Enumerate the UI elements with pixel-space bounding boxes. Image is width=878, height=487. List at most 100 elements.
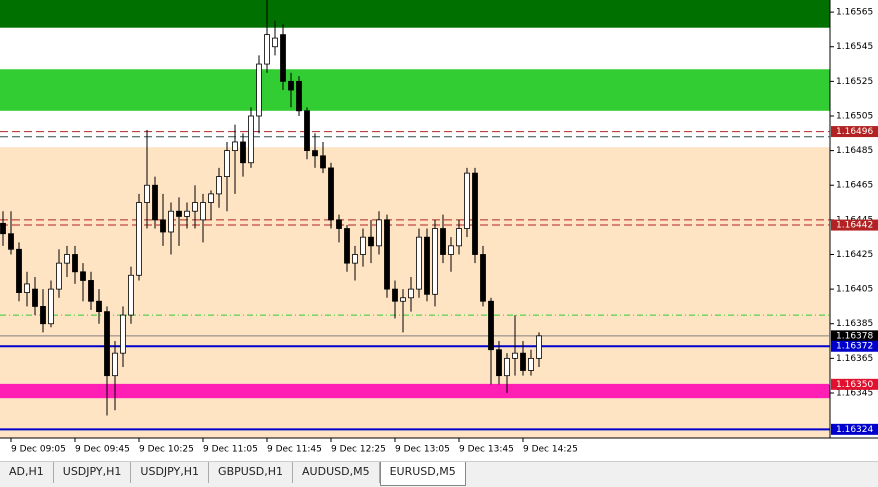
candle-body — [328, 167, 334, 221]
candle-body — [512, 352, 518, 359]
candle-body — [432, 228, 438, 295]
price-tag — [831, 219, 878, 231]
symbol-tab[interactable]: GBPUSD,H1 — [209, 462, 294, 483]
zone — [0, 384, 830, 399]
candle-body — [64, 254, 70, 264]
candle-body — [16, 248, 22, 293]
candle-body — [464, 172, 470, 229]
candle-body — [288, 80, 294, 91]
candle-body — [40, 306, 46, 325]
candle-body — [416, 236, 422, 290]
y-tick-label: 1.16365 — [836, 354, 873, 364]
y-tick-label: 1.16465 — [836, 181, 873, 191]
x-tick-label: 9 Dec 14:25 — [523, 445, 578, 455]
candle-body — [248, 115, 254, 164]
candle-body — [168, 210, 174, 233]
candle-body — [424, 236, 430, 295]
candle-body — [368, 236, 374, 247]
candle-body — [192, 202, 198, 212]
candle-body — [160, 219, 166, 233]
candle-body — [32, 288, 38, 307]
y-tick-label: 1.16545 — [836, 42, 873, 52]
candle-body — [528, 357, 534, 371]
candle-body — [496, 349, 502, 377]
candle-body — [376, 219, 382, 247]
candle-body — [56, 262, 62, 290]
candle-body — [104, 311, 110, 377]
candle-body — [128, 274, 134, 316]
price-tag — [831, 378, 878, 390]
candle-body — [408, 288, 414, 299]
candle-body — [136, 202, 142, 276]
candle-body — [152, 184, 158, 221]
candle-body — [336, 219, 342, 229]
chart: 1.16565 1.16545 1.16525 1.16505 1.16485 1.164… — [0, 0, 878, 455]
symbol-tab[interactable]: AD,H1 — [0, 462, 54, 483]
candle-body — [536, 335, 542, 359]
price-tag-label: 1.16442 — [836, 221, 873, 231]
candle-body — [312, 150, 318, 157]
candle-body — [48, 288, 54, 325]
candle-body — [24, 283, 30, 293]
symbol-tab[interactable]: USDJPY,H1 — [54, 462, 132, 483]
candle-body — [72, 254, 78, 273]
candle-body — [448, 245, 454, 255]
candle-body — [96, 300, 102, 313]
candle-body — [352, 254, 358, 264]
y-tick-label: 1.16485 — [836, 146, 873, 156]
symbol-tab[interactable]: AUDUSD,M5 — [293, 462, 380, 483]
price-tag — [831, 330, 878, 342]
candle-body — [184, 210, 190, 217]
candle-body — [520, 352, 526, 371]
price-tag — [831, 126, 878, 138]
candle-body — [264, 34, 270, 65]
candle-body — [392, 288, 398, 302]
x-tick-label: 9 Dec 12:25 — [331, 445, 386, 455]
price-tag — [831, 423, 878, 435]
candle-body — [360, 236, 366, 255]
zone — [0, 69, 830, 111]
x-tick-label: 9 Dec 09:05 — [11, 445, 66, 455]
candle-body — [272, 37, 278, 48]
y-tick-label: 1.16385 — [836, 319, 873, 329]
candle-body — [400, 297, 406, 302]
candle-body — [320, 155, 326, 169]
price-tag-label: 1.16378 — [836, 331, 873, 341]
candle-body — [8, 233, 14, 250]
candle-body — [504, 357, 510, 377]
price-tag — [831, 340, 878, 352]
price-tag-label: 1.16350 — [836, 380, 873, 390]
tab-bar: AD,H1 USDJPY,H1 USDJPY,H1 GBPUSD,H1 AUDUSD,M… — [0, 461, 878, 487]
candle-body — [456, 228, 462, 247]
candle-body — [232, 141, 238, 152]
candle-body — [304, 110, 310, 152]
price-tag-label: 1.16324 — [836, 425, 873, 435]
candle-body — [0, 222, 6, 235]
x-tick-label: 9 Dec 13:45 — [459, 445, 514, 455]
candle-body — [344, 228, 350, 264]
symbol-tab[interactable]: EURUSD,M5 — [379, 462, 466, 486]
y-tick-label: 1.16345 — [836, 388, 873, 398]
candle-body — [240, 141, 246, 164]
candle-body — [480, 254, 486, 302]
x-tick-label: 9 Dec 10:25 — [139, 445, 194, 455]
x-tick-label: 9 Dec 11:45 — [267, 445, 322, 455]
candle-body — [256, 63, 262, 117]
candle-body — [112, 352, 118, 377]
candle-body — [384, 219, 390, 290]
candle-body — [296, 80, 302, 112]
symbol-tab[interactable]: USDJPY,H1 — [131, 462, 210, 483]
candle-body — [88, 280, 94, 302]
zone — [0, 0, 830, 28]
candle-body — [472, 172, 478, 255]
x-tick-label: 9 Dec 11:05 — [203, 445, 258, 455]
y-tick-label: 1.16425 — [836, 250, 873, 260]
candle-body — [216, 176, 222, 195]
candle-body — [120, 314, 126, 354]
candle-body — [144, 184, 150, 203]
candle-body — [80, 271, 86, 281]
y-tick-label: 1.16565 — [836, 8, 873, 18]
y-tick-label: 1.16405 — [836, 285, 873, 295]
candle-body — [224, 150, 230, 177]
